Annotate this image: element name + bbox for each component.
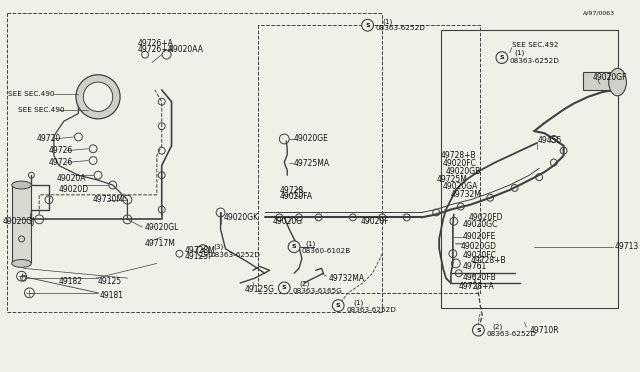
Text: S: S [282, 285, 287, 291]
Text: S: S [500, 55, 504, 60]
Text: S: S [336, 303, 340, 308]
Text: 49020AA: 49020AA [168, 45, 204, 54]
Text: (2): (2) [492, 324, 502, 330]
Text: 08360-6102B: 08360-6102B [302, 248, 351, 254]
Text: 49020FD: 49020FD [468, 213, 503, 222]
Text: 49725M: 49725M [436, 174, 467, 184]
Ellipse shape [76, 75, 120, 119]
Text: (2): (2) [299, 281, 309, 287]
Bar [12, 185, 31, 263]
Text: 49726+A: 49726+A [137, 45, 173, 54]
Circle shape [496, 52, 508, 64]
Text: 49720: 49720 [36, 134, 61, 144]
Text: 49728+B: 49728+B [470, 256, 506, 265]
Text: 49020FC: 49020FC [463, 251, 497, 260]
Text: 49020GB: 49020GB [446, 167, 481, 176]
Text: 49020GE: 49020GE [294, 134, 329, 144]
Text: 49726+A: 49726+A [137, 39, 173, 48]
Text: A/97/0063: A/97/0063 [583, 11, 616, 16]
Text: (3): (3) [214, 244, 224, 250]
Text: 49020FA: 49020FA [280, 192, 312, 201]
Circle shape [197, 245, 209, 257]
Text: 49020FB: 49020FB [463, 273, 497, 282]
Text: S: S [365, 23, 370, 28]
Text: (1): (1) [353, 299, 363, 306]
Text: 49725MA: 49725MA [294, 159, 330, 168]
Text: 49713: 49713 [614, 242, 639, 251]
Text: 49020A: 49020A [57, 174, 86, 183]
Text: 08363-6165G: 08363-6165G [292, 288, 342, 294]
Text: 49728: 49728 [280, 186, 303, 195]
Text: 08363-6252D: 08363-6252D [376, 25, 426, 31]
Text: 49761: 49761 [463, 262, 487, 271]
Text: 49728M: 49728M [184, 246, 215, 255]
Text: 49020FC: 49020FC [443, 159, 477, 168]
Text: SEE SEC.490: SEE SEC.490 [18, 106, 64, 113]
Text: S: S [476, 328, 481, 333]
Text: 49728+B: 49728+B [440, 151, 476, 160]
Text: 49732MA: 49732MA [328, 274, 365, 283]
Text: 49020GC: 49020GC [463, 220, 498, 229]
Text: 49020GD: 49020GD [461, 242, 497, 251]
Circle shape [278, 282, 290, 294]
Text: 49710R: 49710R [529, 326, 559, 334]
Text: 49125G: 49125G [245, 285, 275, 294]
Text: 49020FE: 49020FE [463, 232, 496, 241]
Text: 49728+A: 49728+A [459, 282, 495, 292]
Ellipse shape [609, 68, 627, 96]
Text: 08363-6252D: 08363-6252D [346, 307, 396, 312]
Text: 49020GK: 49020GK [223, 213, 259, 222]
Ellipse shape [12, 181, 31, 189]
Text: 49726: 49726 [49, 158, 73, 167]
Circle shape [332, 300, 344, 311]
Text: 49125: 49125 [98, 277, 122, 286]
Text: 49020GA: 49020GA [443, 183, 479, 192]
Text: 49181: 49181 [100, 291, 124, 300]
Text: 49125P: 49125P [184, 252, 213, 261]
Text: SEE SEC.492: SEE SEC.492 [512, 42, 558, 48]
Text: S: S [292, 244, 296, 249]
Text: 49020GL: 49020GL [145, 223, 179, 232]
Text: 08363-6252D: 08363-6252D [509, 58, 559, 64]
Text: (1): (1) [382, 18, 392, 25]
Text: 49730M: 49730M [93, 195, 124, 204]
Circle shape [472, 324, 484, 336]
Circle shape [288, 241, 300, 253]
Ellipse shape [83, 82, 113, 112]
Text: 49726: 49726 [49, 146, 73, 155]
Text: 49020F: 49020F [361, 217, 389, 226]
Text: 49020D: 49020D [59, 185, 89, 195]
Text: 49732M: 49732M [451, 190, 482, 199]
Text: (1): (1) [306, 241, 316, 247]
Text: 08363-6252D: 08363-6252D [211, 251, 260, 258]
Text: SEE SEC.490: SEE SEC.490 [8, 91, 54, 97]
Text: S: S [200, 248, 205, 253]
Text: (1): (1) [515, 49, 525, 56]
Circle shape [362, 19, 374, 31]
Text: 49182: 49182 [59, 277, 83, 286]
Ellipse shape [12, 260, 31, 267]
Text: 49455: 49455 [537, 137, 561, 145]
Bar [583, 72, 618, 90]
Text: 49020GJ: 49020GJ [3, 217, 35, 226]
Text: 08363-6252D: 08363-6252D [486, 331, 536, 337]
Text: 49020G: 49020G [273, 217, 303, 226]
Text: 49717M: 49717M [145, 239, 176, 248]
Text: 49020GF: 49020GF [593, 73, 628, 82]
